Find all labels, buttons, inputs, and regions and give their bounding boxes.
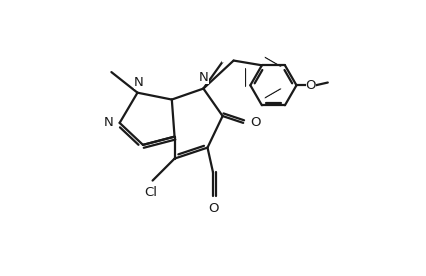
Text: N: N [199,71,209,84]
Text: Cl: Cl [145,185,158,198]
Text: O: O [250,116,261,129]
Text: N: N [104,116,114,129]
Text: N: N [134,76,144,89]
Text: O: O [305,79,316,92]
Text: O: O [208,202,219,215]
